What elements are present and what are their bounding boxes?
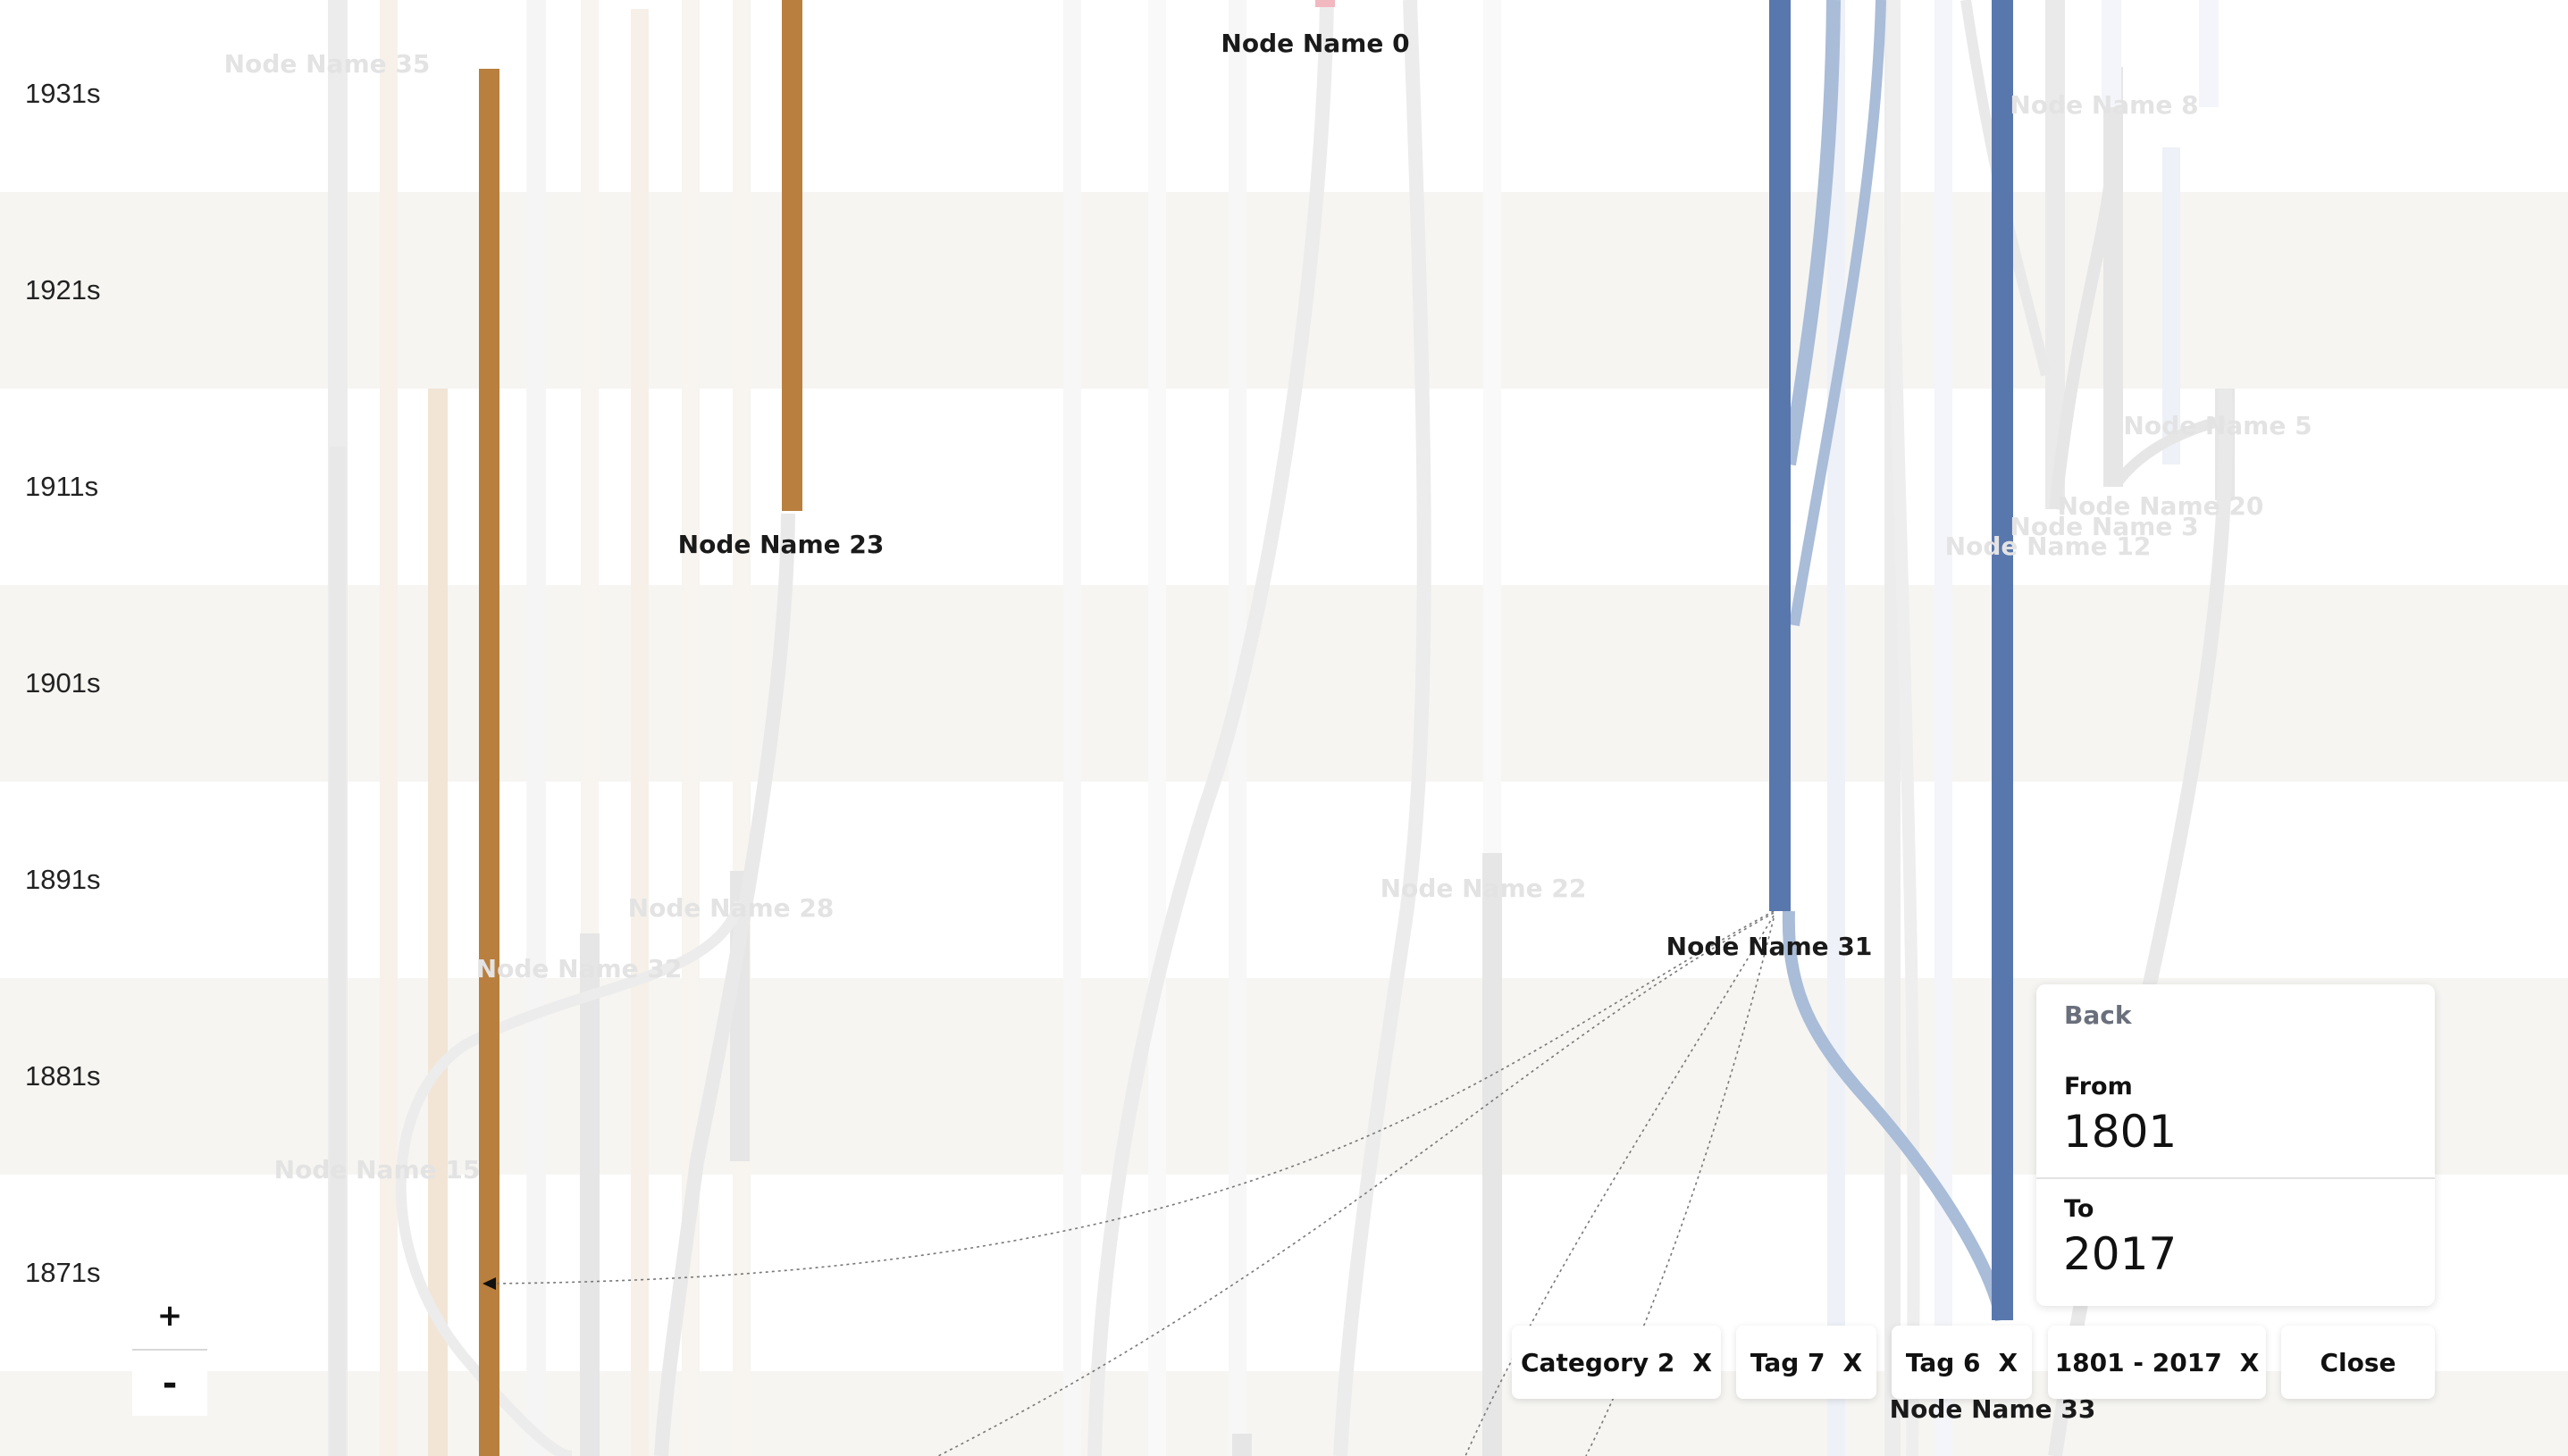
remove-filter-icon[interactable]: X [1998, 1347, 2018, 1377]
filter-chip-date-range[interactable]: 1801 - 2017 X [2048, 1326, 2266, 1399]
decade-label-1891s: 1891s [25, 864, 101, 895]
chip-label: Category 2 [1521, 1347, 1675, 1377]
node-label-0[interactable]: Node Name 0 [1221, 29, 1410, 58]
chip-label: 1801 - 2017 [2054, 1347, 2222, 1377]
faded-curve [1087, 0, 1334, 1456]
zoom-out-button[interactable]: - [132, 1351, 207, 1416]
zoom-in-button[interactable]: + [132, 1284, 207, 1348]
orange-stream-long [479, 69, 499, 1456]
orange-stream-node-23 [782, 0, 802, 511]
node-label-15[interactable]: Node Name 15 [273, 1155, 481, 1184]
from-value[interactable]: 1801 [2063, 1106, 2178, 1158]
faded-streams [328, 0, 2235, 1456]
remove-filter-icon[interactable]: X [2239, 1347, 2260, 1377]
node-label-23[interactable]: Node Name 23 [677, 530, 885, 559]
close-button[interactable]: Close [2281, 1326, 2435, 1399]
decade-label-1911s: 1911s [25, 471, 99, 502]
faded-curve [2049, 106, 2120, 510]
filter-chip-tag-7[interactable]: Tag 7 X [1736, 1326, 1876, 1399]
back-button[interactable]: Back [2064, 1000, 2132, 1030]
decade-label-1871s: 1871s [25, 1257, 101, 1288]
decade-band-1921s [0, 192, 2568, 389]
node-label-32[interactable]: Node Name 32 [475, 954, 683, 983]
to-value[interactable]: 2017 [2063, 1228, 2178, 1280]
node-label-28[interactable]: Node Name 28 [627, 893, 835, 923]
arrowhead [483, 1277, 496, 1290]
decade-label-1901s: 1901s [25, 667, 101, 699]
decade-label-1881s: 1881s [25, 1060, 101, 1092]
remove-filter-icon[interactable]: X [1692, 1347, 1712, 1377]
panel-divider [2036, 1177, 2435, 1179]
to-label: To [2064, 1195, 2094, 1223]
zoom-divider [132, 1349, 207, 1351]
remove-filter-icon[interactable]: X [1842, 1347, 1863, 1377]
blue-light-stream [1789, 0, 1886, 627]
faded-curve [395, 900, 745, 1456]
connection-line [486, 910, 1775, 1284]
node-label-8[interactable]: Node Name 8 [2010, 90, 2199, 120]
pink-marker [1315, 0, 1335, 7]
node-label-3[interactable]: Node Name 3 [2010, 512, 2199, 541]
filter-chip-category-2[interactable]: Category 2 X [1512, 1326, 1721, 1399]
node-label-33[interactable]: Node Name 33 [1889, 1394, 2096, 1424]
orange-streams [479, 0, 1335, 1456]
blue-light-stream [1782, 910, 2008, 1322]
node-label-12[interactable]: Node Name 12 [1944, 531, 2152, 561]
blue-stream-node-33 [1992, 0, 2013, 1320]
from-label: From [2064, 1073, 2133, 1100]
node-label-35[interactable]: Node Name 35 [223, 49, 431, 79]
date-range-panel: Back From 1801 To 2017 [2036, 984, 2435, 1306]
connection-line [1464, 915, 1775, 1456]
faded-curve [1333, 0, 1431, 1456]
decade-label-1921s: 1921s [25, 274, 101, 305]
faded-curve [2113, 414, 2227, 486]
connection-lines [486, 910, 1775, 1456]
blue-stream-node-31 [1769, 0, 1791, 911]
chip-label: Tag 6 [1905, 1347, 1981, 1377]
faded-curve [1886, 0, 1920, 1456]
node-label-20[interactable]: Node Name 20 [2057, 491, 2264, 521]
faded-curves [395, 0, 2233, 1456]
connection-line [937, 912, 1775, 1456]
node-label-22[interactable]: Node Name 22 [1380, 874, 1587, 903]
filter-chip-tag-6[interactable]: Tag 6 X [1892, 1326, 2032, 1399]
decade-label-1931s: 1931s [25, 78, 101, 109]
blue-streams [1769, 0, 2013, 1322]
chip-label: Tag 7 [1750, 1347, 1825, 1377]
node-label-31[interactable]: Node Name 31 [1666, 932, 1873, 961]
node-label-5[interactable]: Node Name 5 [2123, 411, 2312, 440]
blue-light-stream [1782, 0, 1841, 466]
faded-curve [654, 513, 795, 1456]
